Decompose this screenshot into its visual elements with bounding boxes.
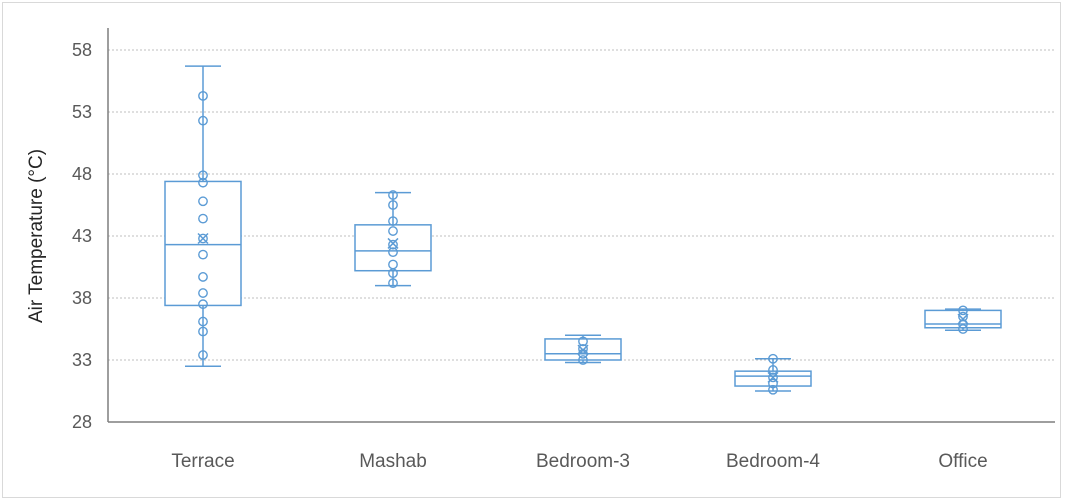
data-point (198, 272, 208, 282)
mean-marker (767, 371, 779, 383)
data-point (388, 216, 398, 227)
y-axis-title: Air Temperature (°C) (26, 149, 47, 323)
data-point (388, 239, 398, 250)
iqr-box (164, 180, 242, 307)
data-point (578, 343, 588, 354)
y-tick-label: 43 (72, 226, 92, 246)
data-point (388, 200, 398, 210)
category-label: Bedroom-4 (726, 451, 820, 472)
data-point (198, 170, 208, 181)
data-point (198, 196, 208, 207)
category-label: Terrace (171, 451, 234, 472)
data-point (198, 233, 208, 244)
y-tick-label: 48 (72, 164, 92, 184)
data-point (958, 311, 968, 322)
data-point (198, 90, 208, 101)
data-point (578, 355, 588, 365)
y-tick-label: 33 (72, 350, 92, 370)
data-point (198, 213, 208, 224)
data-point (768, 378, 778, 389)
data-point (958, 305, 968, 316)
category-label: Bedroom-3 (536, 451, 630, 472)
data-point (198, 326, 208, 337)
mean-marker (387, 237, 399, 249)
data-point (958, 324, 968, 334)
data-point (388, 278, 398, 289)
data-point (388, 226, 398, 236)
data-point (198, 115, 208, 126)
y-tick-label: 58 (72, 40, 92, 60)
y-tick-label: 53 (72, 102, 92, 122)
category-label: Mashab (359, 451, 427, 472)
data-point (388, 247, 398, 258)
y-tick-label: 38 (72, 288, 92, 308)
data-point (198, 299, 208, 310)
data-point (578, 336, 588, 347)
mean-marker (957, 313, 969, 325)
mean-marker (197, 232, 209, 245)
data-point (198, 350, 208, 360)
mean-marker (577, 344, 589, 356)
data-point (768, 365, 778, 375)
data-point (768, 353, 778, 364)
data-point (388, 259, 398, 270)
data-point (198, 316, 208, 327)
data-point (388, 190, 398, 200)
data-point (198, 177, 208, 188)
category-label: Office (938, 451, 987, 472)
y-tick-label: 28 (72, 412, 92, 432)
data-point (768, 384, 778, 395)
data-point (768, 372, 778, 383)
data-point (198, 249, 208, 260)
data-point (198, 288, 208, 298)
